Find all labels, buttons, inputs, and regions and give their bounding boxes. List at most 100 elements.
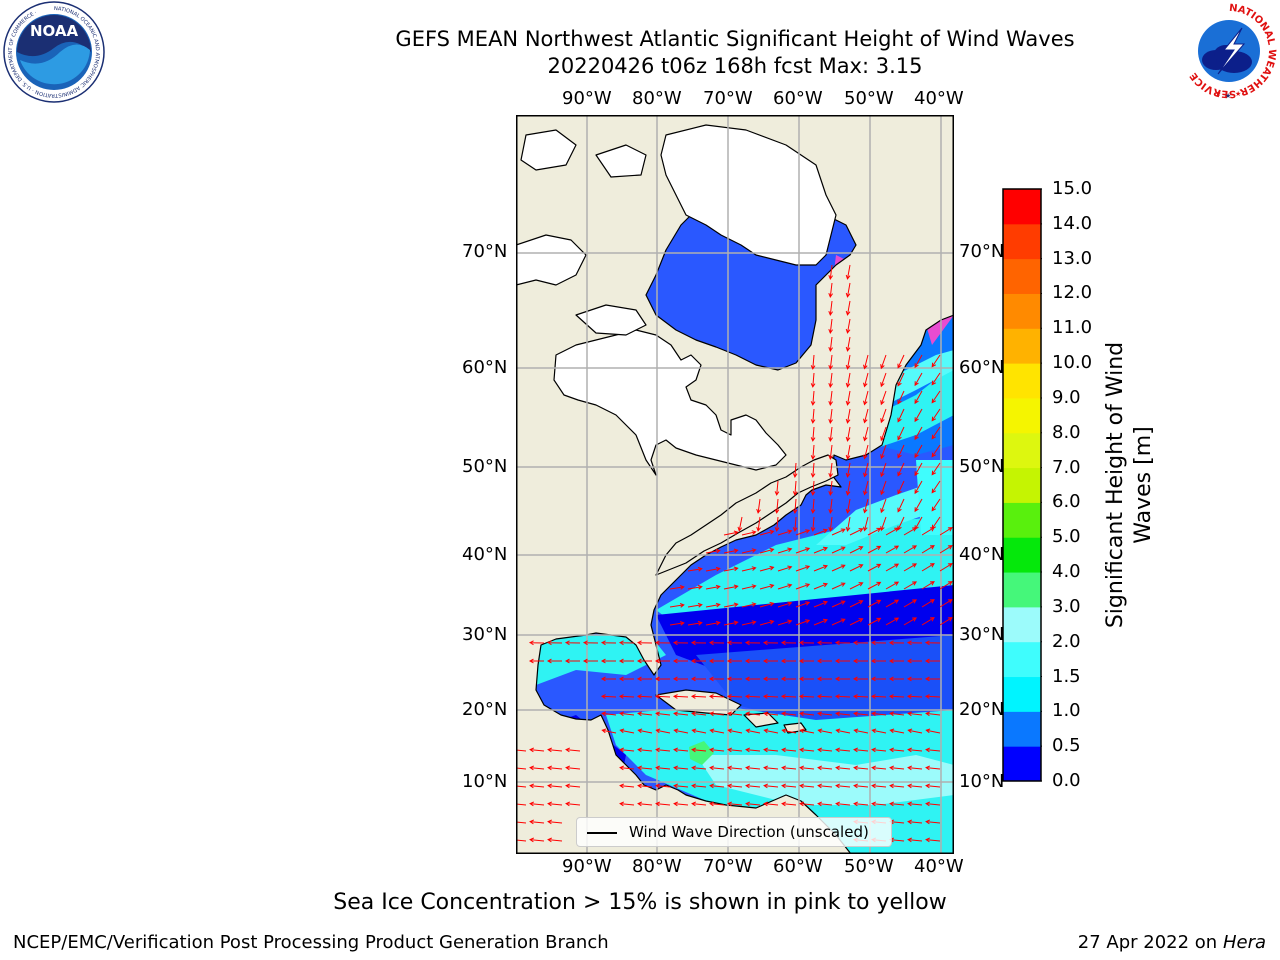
wave-arrow [529,747,545,753]
wave-arrow [907,819,923,825]
wave-arrow [763,747,779,753]
wave-arrow [931,480,941,494]
wave-arrow [831,528,846,536]
wave-arrow [849,582,864,590]
lat-label-left-30n: 30°N [462,624,508,645]
wave-arrow [845,372,851,388]
wave-arrow [600,658,616,664]
colorbar-swatch [1003,363,1041,399]
wave-arrow [867,599,882,608]
wave-arrow [744,676,761,682]
colorbar-swatch [1003,467,1041,503]
wave-arrow [529,837,545,843]
wave-arrow [673,728,689,734]
wave-arrow [601,711,617,717]
wave-arrow [845,480,851,496]
wave-arrow [799,783,815,789]
wave-arrow [849,528,864,536]
lon-label-top-70w: 70°W [703,88,753,109]
wave-arrow [863,426,869,442]
wave-arrow [810,426,816,442]
colorbar-tick-label: 0.0 [1052,770,1081,791]
wave-arrow [828,264,834,280]
wave-arrow [756,498,761,514]
wave-arrow [798,658,814,664]
wave-arrow [637,801,653,807]
wave-arrow [871,801,887,807]
wave-arrow [931,462,941,476]
wave-arrow [834,694,851,699]
wave-arrow [907,783,923,789]
wave-arrow [727,747,743,753]
wave-arrow [880,408,887,424]
wave-arrow [871,728,887,734]
wave-arrow [845,498,851,514]
wave-arrow [737,516,743,532]
wave-arrow [885,527,900,536]
wave-arrow [888,658,904,664]
colorbar-swatch [1003,293,1041,329]
wave-arrow [727,765,743,771]
wave-arrow [691,765,707,771]
colorbar-swatch [1003,606,1041,643]
wave-arrow [792,498,798,515]
wave-arrow [799,728,815,734]
colorbar-tick-label: 10.0 [1052,352,1093,374]
wave-arrow [853,728,869,734]
wave-arrow [813,582,828,590]
lon-label-top-60w: 60°W [773,88,823,109]
wave-arrow [817,711,833,717]
wave-arrow [690,658,706,664]
wave-arrow [853,783,869,789]
lon-label-top-50w: 50°W [844,88,894,109]
colorbar-border [1002,188,1042,782]
colorbar-tick-label: 11.0 [1052,317,1093,339]
wave-arrow [777,565,793,572]
colorbar-swatch [1003,397,1041,434]
wave-arrow [687,602,703,608]
wave-arrow [880,390,887,406]
wave-arrow [871,747,887,753]
wave-arrow [705,548,721,554]
wave-arrow [655,783,671,789]
wave-arrow [690,676,707,682]
wave-arrow [914,426,923,441]
wave-arrow [889,765,905,771]
wave-arrow [867,617,882,626]
wave-arrow [618,640,635,646]
wave-arrow [529,819,545,825]
wave-arrow [880,444,887,460]
wave-arrow [777,529,793,536]
wave-arrow [939,563,953,572]
lon-label-top-90w: 90°W [562,88,612,109]
wave-arrow [516,821,527,824]
wave-arrow [885,563,900,572]
wave-arrow [745,783,761,789]
colorbar-tick-label: 9.0 [1052,386,1081,408]
wave-arrow [727,783,743,789]
wave-arrow [565,783,581,789]
lat-label-left-40n: 40°N [462,544,508,565]
svg-text:★: ★ [1225,92,1231,100]
wave-arrow [871,783,887,789]
wave-arrow [897,426,905,441]
wave-arrow [939,599,953,608]
wave-arrow [897,390,905,405]
wave-arrow [687,620,703,626]
colorbar-tick-label: 14.0 [1052,212,1093,234]
lat-label-left-60n: 60°N [462,357,508,378]
wave-arrow [849,564,864,572]
wave-arrow [897,408,905,423]
wave-arrow [745,711,761,717]
wave-arrow [852,676,869,682]
wave-arrow [777,601,793,608]
wave-arrow [871,711,887,717]
footer-date: 27 Apr 2022 on Hera [1078,932,1266,953]
colorbar-swatch [1003,432,1041,469]
wave-arrow [863,516,869,532]
colorbar-swatch [1003,711,1041,747]
wind-wave-arrows [516,264,953,843]
wave-arrow [835,801,851,807]
wave-arrow [528,658,544,664]
lat-label-right-40n: 40°N [959,544,1005,565]
